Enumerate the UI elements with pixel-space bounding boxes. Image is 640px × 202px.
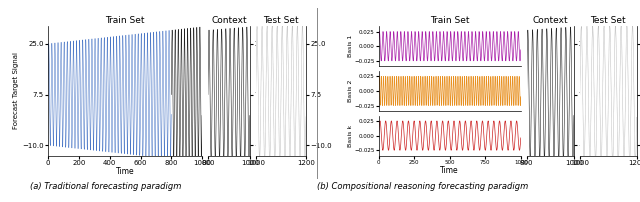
Text: (b) Compositional reasoning forecasting paradigm: (b) Compositional reasoning forecasting … [317,182,528,191]
Title: Train Set: Train Set [430,17,470,25]
X-axis label: Time: Time [116,167,134,176]
Y-axis label: Forecast Target Signal: Forecast Target Signal [13,52,19,129]
Title: Test Set: Test Set [591,17,626,25]
Title: Test Set: Test Set [263,17,299,25]
Text: ...: ... [446,113,453,119]
Title: Context: Context [211,17,247,25]
Y-axis label: Basis 1: Basis 1 [348,35,353,57]
Y-axis label: Basis 2: Basis 2 [348,80,353,102]
Title: Train Set: Train Set [106,17,145,25]
X-axis label: Time: Time [440,166,459,175]
Y-axis label: Basis k: Basis k [348,124,353,147]
Text: (a) Traditional forecasting paradigm: (a) Traditional forecasting paradigm [30,182,181,191]
Title: Context: Context [532,17,568,25]
